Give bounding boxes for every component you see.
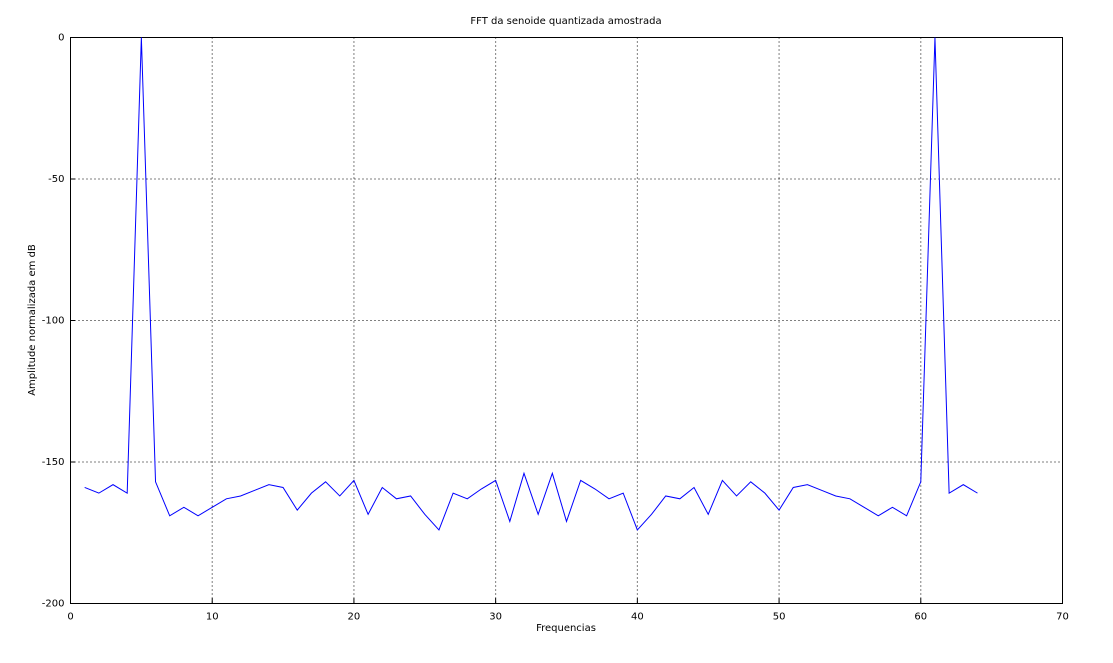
x-axis-label: Frequencias [536, 623, 596, 634]
y-axis-label: Amplitude normalizada em dB [27, 244, 38, 396]
chart-title: FFT da senoide quantizada amostrada [470, 16, 661, 27]
x-tick-label: 10 [206, 612, 219, 623]
x-tick-label: 60 [914, 612, 927, 623]
x-tick-label: 40 [631, 612, 644, 623]
x-tick-label: 20 [348, 612, 361, 623]
y-tick-label: -150 [42, 457, 65, 468]
y-tick-label: -200 [42, 599, 65, 610]
y-tick-label: -100 [42, 316, 65, 327]
y-tick-label: 0 [58, 33, 64, 44]
data-line [84, 37, 978, 531]
x-tick-label: 30 [489, 612, 502, 623]
x-tick-label: 0 [67, 612, 73, 623]
y-tick-label: -50 [48, 174, 64, 185]
x-tick-label: 70 [1056, 612, 1069, 623]
x-tick-label: 50 [773, 612, 786, 623]
